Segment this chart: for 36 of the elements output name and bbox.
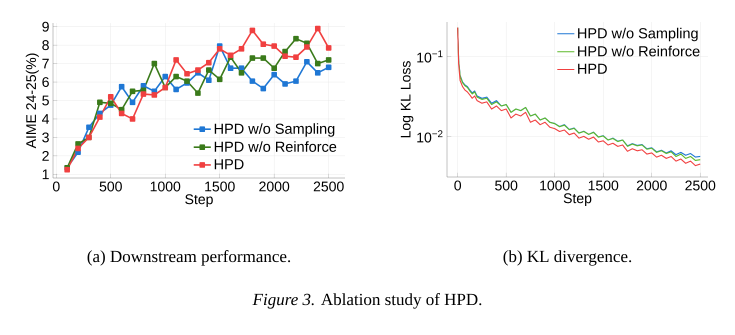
x-tick-label: 2000 bbox=[636, 180, 667, 190]
x-tick-label: 500 bbox=[100, 182, 122, 192]
legend-label: HPD w/o Sampling bbox=[214, 123, 334, 137]
x-tick-label: 1500 bbox=[205, 182, 235, 192]
y-tick-label: 6 bbox=[42, 77, 49, 88]
x-tick-label: 500 bbox=[495, 180, 518, 190]
y-tick-label: 3 bbox=[42, 132, 49, 142]
legend-label: HPD w/o Reinforce bbox=[578, 46, 700, 56]
y-axis-title: AIME 24-25(%) bbox=[26, 54, 39, 148]
x-tick-label: 2000 bbox=[259, 182, 290, 192]
y-tick-label: 8 bbox=[42, 40, 49, 50]
y-tick-label: 9 bbox=[42, 22, 49, 32]
text: Figure 3. Ablation study of HPD. bbox=[252, 293, 482, 309]
y-axis-title: Log KL Loss bbox=[400, 61, 414, 138]
y-tick-label: 7 bbox=[42, 58, 49, 68]
x-tick-label: 0 bbox=[454, 180, 462, 190]
text: (a) Downstream performance. bbox=[88, 250, 290, 266]
x-axis-title: Step bbox=[564, 193, 592, 206]
x-tick-label: 2500 bbox=[314, 182, 344, 192]
x-tick-label: 1000 bbox=[540, 180, 570, 190]
legend-label: HPD bbox=[214, 159, 244, 170]
legend-label: HPD w/o Reinforce bbox=[214, 141, 336, 152]
text: (b) KL divergence. bbox=[504, 250, 632, 266]
legend-label: HPD w/o Sampling bbox=[578, 28, 698, 42]
x-tick-label: 2500 bbox=[685, 180, 716, 190]
y-tick-label: 10$^{−2}$ bbox=[417, 130, 442, 142]
x-axis-title: Step bbox=[185, 194, 213, 207]
y-tick-label: 4 bbox=[42, 114, 50, 124]
legend-label: HPD bbox=[578, 64, 607, 74]
y-tick-label: 1 bbox=[42, 169, 49, 180]
x-tick-label: 1500 bbox=[588, 180, 618, 190]
x-tick-label: 1000 bbox=[150, 182, 180, 192]
y-tick-label: 10$^{−1}$ bbox=[417, 50, 442, 63]
x-tick-label: 0 bbox=[52, 182, 60, 192]
y-tick-label: 2 bbox=[42, 150, 49, 161]
y-tick-label: 5 bbox=[42, 96, 49, 106]
